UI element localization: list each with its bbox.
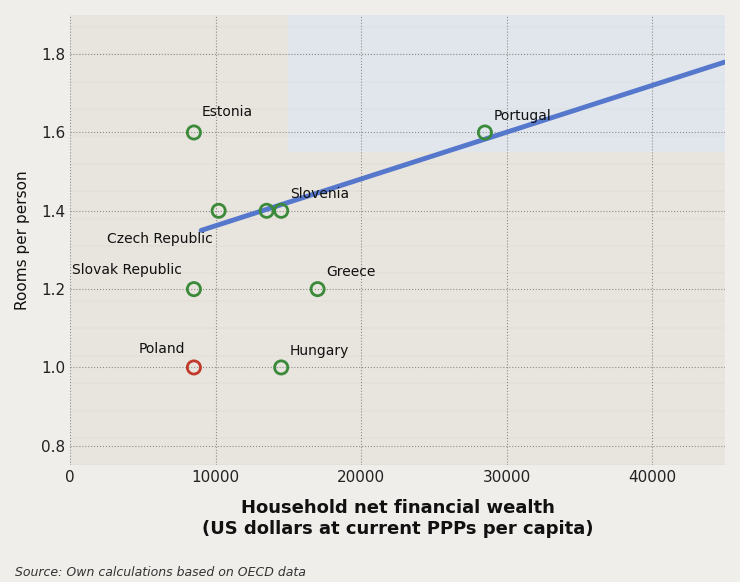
Bar <box>289 15 725 152</box>
Text: Source: Own calculations based on OECD data: Source: Own calculations based on OECD d… <box>15 566 306 579</box>
Text: Greece: Greece <box>326 265 376 279</box>
Point <box>312 285 323 294</box>
Point <box>275 206 287 215</box>
Text: Slovenia: Slovenia <box>290 187 349 201</box>
Point <box>275 363 287 372</box>
Point <box>188 128 200 137</box>
Point <box>479 128 491 137</box>
Point <box>188 285 200 294</box>
X-axis label: Household net financial wealth
(US dollars at current PPPs per capita): Household net financial wealth (US dolla… <box>202 499 593 538</box>
Point <box>188 363 200 372</box>
Text: Estonia: Estonia <box>201 105 252 119</box>
Text: Slovak Republic: Slovak Republic <box>73 264 182 278</box>
Text: Portugal: Portugal <box>494 109 551 123</box>
Text: Poland: Poland <box>138 342 185 356</box>
Point <box>260 206 272 215</box>
Point <box>212 206 224 215</box>
Y-axis label: Rooms per person: Rooms per person <box>15 171 30 310</box>
Text: Czech Republic: Czech Republic <box>107 232 213 246</box>
Text: Hungary: Hungary <box>290 343 349 358</box>
